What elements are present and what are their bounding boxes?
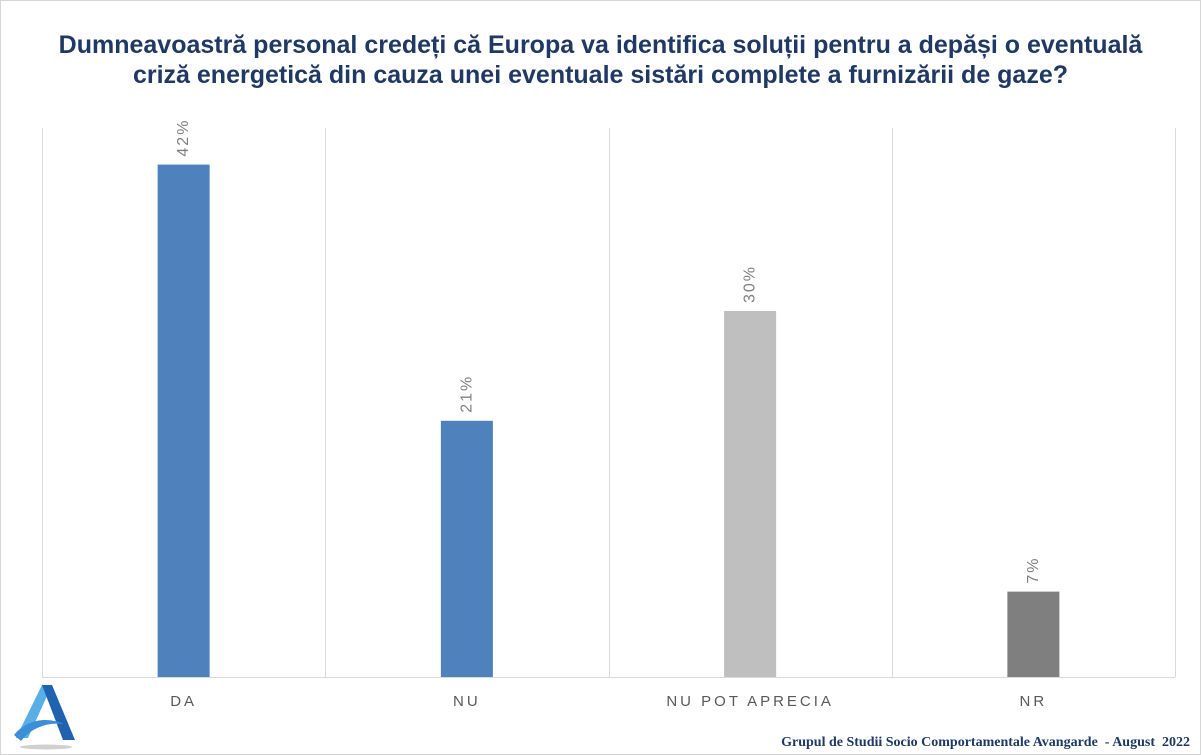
footer-credit: Grupul de Studii Socio Comportamentale A… xyxy=(781,735,1190,750)
logo-swoosh xyxy=(14,719,64,741)
data-label-da: 42% xyxy=(175,119,192,157)
data-labels: 42% 21% 30% 7% xyxy=(175,119,1042,584)
category-label-nu: NU xyxy=(453,693,481,710)
category-separators xyxy=(42,128,1176,678)
bar-nu xyxy=(440,420,493,677)
data-label-nu-pot-aprecia: 30% xyxy=(742,265,759,303)
logo-right-stroke xyxy=(42,685,75,740)
bar-nr xyxy=(1007,591,1060,677)
category-label-nu-pot-aprecia: NU POT APRECIA xyxy=(666,693,834,710)
chart-title: Dumneavoastră personal credeți că Europa… xyxy=(58,31,1143,89)
bar-da xyxy=(157,164,210,678)
bar-nu-pot-aprecia xyxy=(724,311,777,677)
bars xyxy=(157,164,1060,678)
category-label-nr: NR xyxy=(1020,693,1048,710)
category-label-da: DA xyxy=(170,693,197,710)
logo-graphic xyxy=(14,685,75,750)
logo-left-stroke xyxy=(16,685,52,738)
category-labels: DA NU NU POT APRECIA NR xyxy=(170,693,1048,710)
data-label-nr: 7% xyxy=(1025,556,1042,583)
avangarde-a-logo-icon xyxy=(12,680,78,752)
logo-shadow xyxy=(20,744,72,750)
data-label-nu: 21% xyxy=(458,375,475,413)
